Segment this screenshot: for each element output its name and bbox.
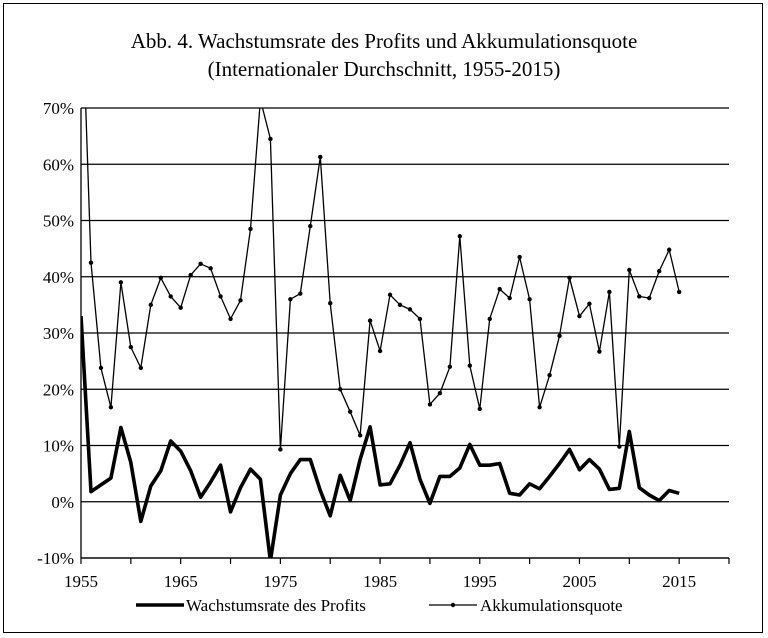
legend-marker-akkumulation [450,602,456,608]
series-line-profit [81,315,680,558]
chart-title: Abb. 4. Wachstumsrate des Profits und Ak… [131,29,638,53]
x-tick-label-1975: 1975 [263,572,297,591]
point-akkumulation-1985 [377,348,383,354]
point-akkumulation-2013 [657,268,662,274]
chart-subtitle: (Internationaler Durchschnitt, 1955-2015… [208,57,561,81]
point-akkumulation-1970 [228,316,233,322]
point-akkumulation-2001 [537,405,542,410]
y-tick-label-10: 10% [43,437,74,456]
point-akkumulation-2007 [597,349,602,354]
point-akkumulation-1979 [318,154,323,160]
point-akkumulation-1996 [487,316,492,322]
point-akkumulation-1974 [268,136,273,142]
y-tick-label-30: 30% [43,324,74,343]
point-akkumulation-1989 [417,316,423,322]
point-akkumulation-1962 [148,302,153,308]
point-akkumulation-2012 [647,295,652,301]
point-akkumulation-1964 [168,294,173,299]
gridlines [81,107,729,559]
y-tick-label-60: 60% [43,155,74,174]
point-akkumulation-2014 [666,247,672,252]
point-akkumulation-2015 [676,289,682,295]
legend: Wachstumsrate des Profits Akkumulationsq… [136,596,623,615]
point-akkumulation-1966 [188,272,193,278]
legend-label-akkumulation: Akkumulationsquote [480,596,623,615]
point-akkumulation-2003 [557,333,562,339]
point-akkumulation-1981 [338,387,343,392]
point-akkumulation-1991 [437,390,443,396]
point-akkumulation-1958 [108,405,114,410]
point-akkumulation-2011 [637,294,642,299]
x-tick-label-1995: 1995 [463,572,497,591]
point-akkumulation-1992 [447,364,453,369]
y-tick-label-70: 70% [43,99,74,118]
y-tick-label--10: -10% [37,549,74,568]
x-tick-labels: 1955 1965 1975 1985 1995 2005 2015 [64,572,696,591]
point-akkumulation-1990 [427,402,433,407]
point-akkumulation-1975 [278,447,283,452]
point-akkumulation-1986 [387,292,393,297]
point-akkumulation-1987 [397,302,403,308]
point-akkumulation-1965 [178,305,183,310]
point-akkumulation-2005 [577,313,582,319]
point-akkumulation-1998 [507,295,512,301]
point-akkumulation-1968 [208,266,213,271]
y-tick-label-40: 40% [43,268,74,287]
point-akkumulation-1971 [238,298,243,303]
point-akkumulation-1972 [248,226,253,232]
point-akkumulation-1997 [497,286,502,292]
point-akkumulation-1980 [328,300,333,306]
point-akkumulation-1976 [288,297,293,302]
point-akkumulation-2002 [547,372,552,378]
point-akkumulation-1969 [218,294,223,299]
point-akkumulation-1967 [198,261,203,267]
point-akkumulation-1977 [298,291,303,296]
point-akkumulation-1994 [467,363,472,368]
y-tick-labels: -10% 0% 10% 20% 30% 40% 50% 60% 70% [37,99,74,568]
series-group [81,108,682,558]
line-chart: Abb. 4. Wachstumsrate des Profits und Ak… [37,29,730,615]
point-akkumulation-1983 [357,433,363,438]
point-akkumulation-1984 [367,318,373,323]
point-akkumulation-2008 [607,289,612,295]
point-akkumulation-2000 [527,297,532,302]
point-akkumulation-1999 [517,254,522,260]
point-akkumulation-2004 [567,275,572,281]
point-akkumulation-1993 [457,234,463,239]
point-akkumulation-1988 [407,307,413,312]
x-tick-label-1985: 1985 [363,572,397,591]
point-akkumulation-1960 [128,344,134,350]
point-akkumulation-1982 [347,409,353,414]
point-akkumulation-1959 [118,280,124,285]
point-akkumulation-2006 [587,301,592,306]
point-akkumulation-2010 [627,267,632,273]
y-tick-label-50: 50% [43,212,74,231]
point-akkumulation-1978 [308,223,313,229]
point-akkumulation-1957 [98,365,104,371]
x-tick-label-1965: 1965 [164,572,198,591]
point-akkumulation-1961 [138,365,144,371]
x-tick-label-2005: 2005 [562,572,596,591]
point-akkumulation-1956 [88,260,94,265]
axes [80,108,730,564]
y-tick-label-0: 0% [51,493,74,512]
chart-frame: Abb. 4. Wachstumsrate des Profits und Ak… [3,3,763,633]
x-tick-label-1955: 1955 [64,572,98,591]
point-akkumulation-1963 [158,275,163,281]
y-tick-label-20: 20% [43,380,74,399]
point-akkumulation-1995 [477,406,482,412]
point-akkumulation-2009 [617,444,622,449]
legend-label-profit: Wachstumsrate des Profits [186,596,366,615]
x-tick-label-2015: 2015 [662,572,696,591]
